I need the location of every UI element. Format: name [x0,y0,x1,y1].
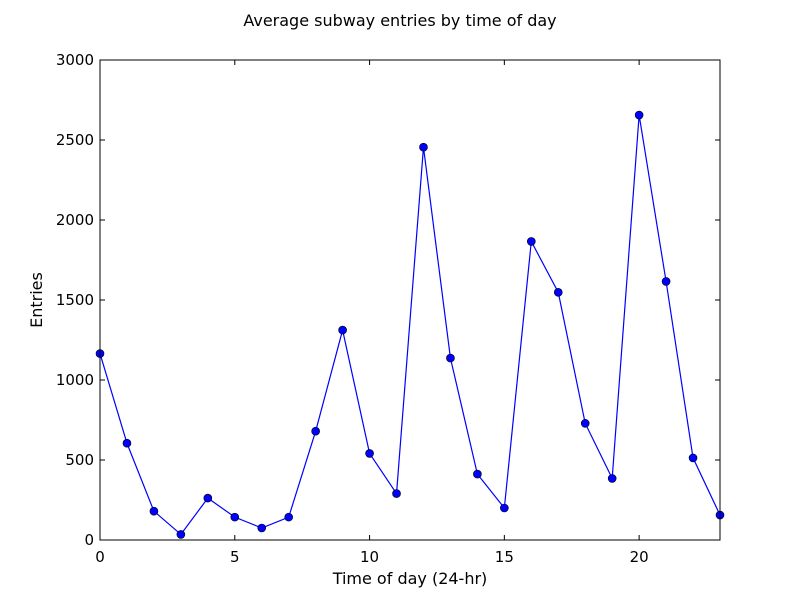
x-tick-label: 5 [230,548,240,566]
series-layer [95,110,725,539]
x-tick-label: 0 [95,548,105,566]
x-tick-label: 15 [495,548,514,566]
y-tick-label: 1000 [56,371,94,389]
data-point [257,523,267,533]
data-point [176,530,186,539]
data-point [446,353,455,363]
y-tick-label: 0 [84,531,94,549]
y-tick-label: 500 [65,451,94,469]
data-point [527,237,536,246]
data-point [500,503,509,513]
data-point [311,426,320,436]
data-point [392,489,401,498]
data-point [634,110,644,120]
data-point [688,453,698,463]
data-point [338,325,347,335]
x-tick-label: 20 [630,548,649,566]
y-tick-label: 3000 [56,51,94,69]
data-point [419,142,428,152]
series-line [99,114,721,536]
y-axis: 0 500 1000 1500 2000 2500 3000 [56,51,720,549]
data-point [553,288,563,297]
data-point [607,474,617,483]
data-point [122,438,132,448]
x-tick-label: 10 [360,548,379,566]
y-tick-label: 2000 [56,211,94,229]
chart-title: Average subway entries by time of day [243,11,556,30]
data-point [580,419,590,428]
data-point [230,512,240,522]
plot-area: 0 5 10 15 20 0 500 1000 1500 2000 2500 3000 [56,51,725,566]
data-point [203,493,213,503]
x-axis: 0 5 10 15 20 [95,60,649,566]
x-axis-label: Time of day (24-hr) [332,569,488,588]
y-axis-label: Entries [27,272,46,328]
data-point [473,469,482,479]
data-point [284,512,293,522]
y-tick-label: 2500 [56,131,94,149]
plot-frame [99,59,721,541]
data-point [661,277,671,286]
y-tick-label: 1500 [56,291,94,309]
data-point [149,506,159,516]
data-point [365,449,374,458]
